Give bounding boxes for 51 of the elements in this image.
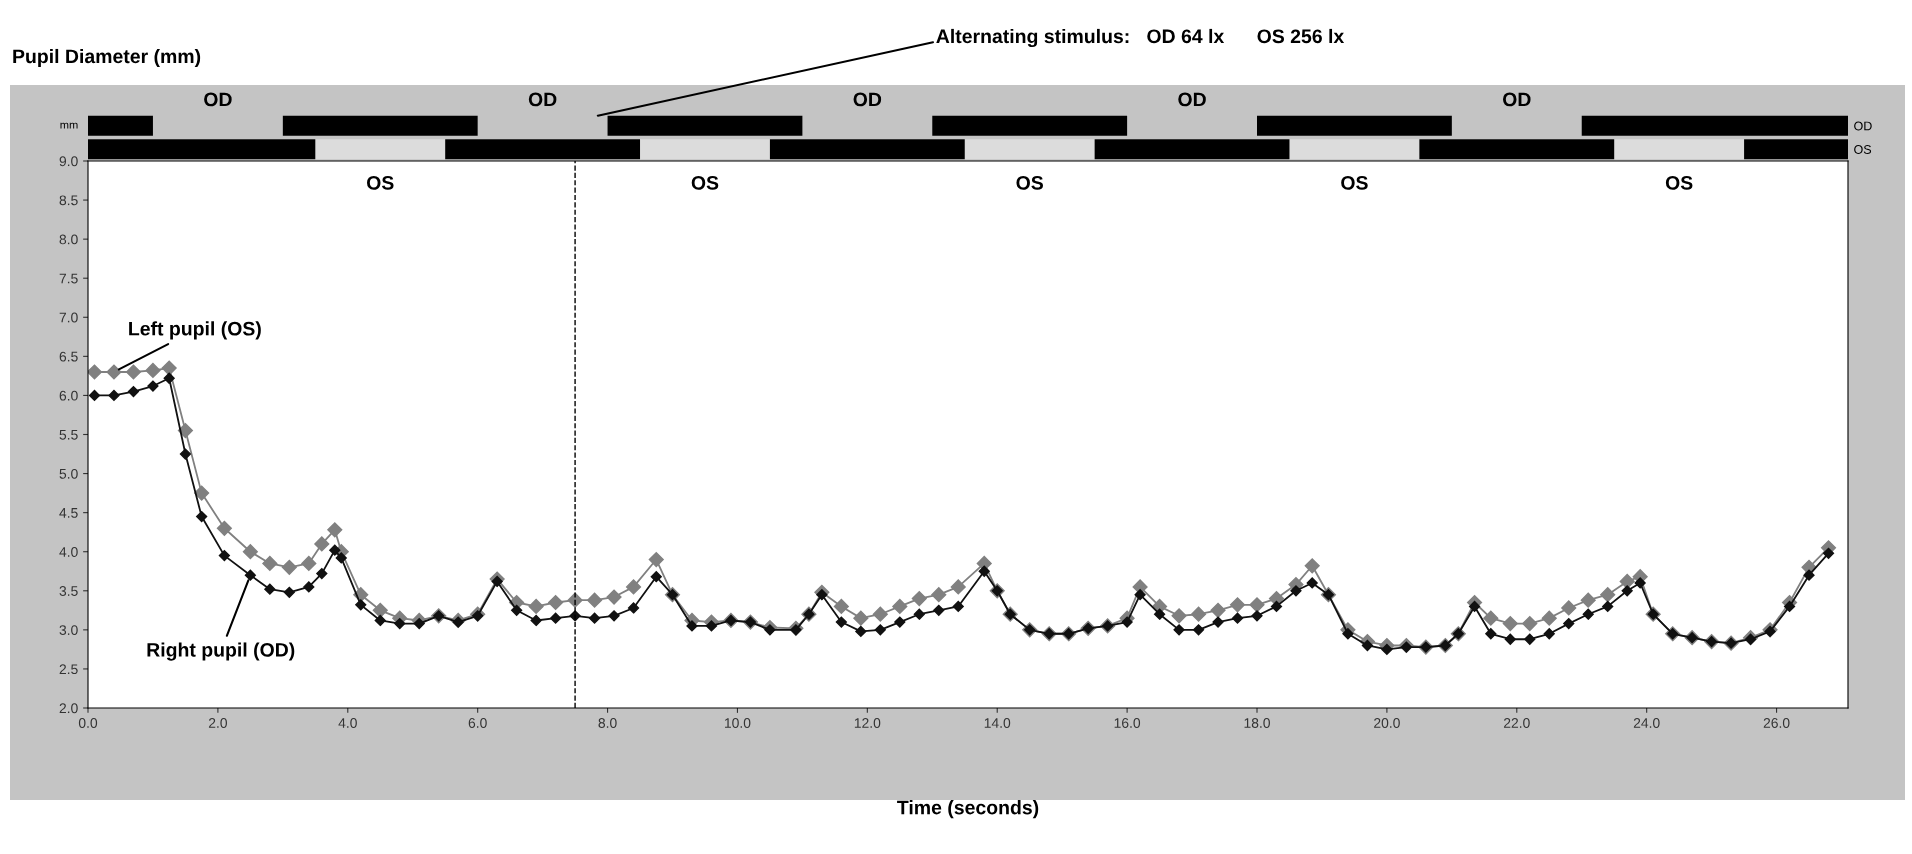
bar [932, 115, 1128, 136]
bar [1257, 115, 1452, 136]
x-axis-title: Time (seconds) [897, 800, 1039, 819]
x-tick-label: 14.0 [984, 718, 1011, 728]
x-tick-label: 4.0 [338, 718, 357, 728]
x-tick-label: 12.0 [854, 718, 881, 728]
text: OD [528, 92, 557, 107]
y-tick-label: 8.5 [59, 195, 78, 206]
text: OD [853, 92, 882, 107]
x-tick-label: 24.0 [1633, 718, 1660, 728]
y-tick-label: 6.0 [59, 390, 78, 401]
x-tick-label: 8.0 [598, 718, 617, 728]
annotation: OS [1016, 175, 1043, 190]
y-tick-label: 6.5 [59, 351, 78, 362]
x-tick-label: 6.0 [468, 718, 487, 728]
y-tick-label: 3.0 [59, 625, 78, 636]
x-tick-label: 22.0 [1503, 718, 1530, 728]
text: OD [1178, 92, 1206, 107]
annotation: OS [1665, 175, 1693, 190]
bar [282, 115, 478, 136]
annotation: OS [1341, 175, 1368, 190]
y-axis-title: Pupil Diameter (mm) [13, 48, 201, 68]
x-tick-label: 0.0 [78, 718, 98, 728]
text: OD [1503, 92, 1531, 107]
y-tick-label: 2.5 [59, 664, 78, 675]
x-tick-label: 10.0 [724, 718, 751, 728]
y-tick-label: 5.0 [59, 468, 78, 479]
y-tick-label: 7.5 [59, 273, 78, 284]
x-tick-label: 16.0 [1114, 718, 1141, 728]
x-tick-label: 20.0 [1374, 718, 1400, 728]
annotation: OS [691, 175, 719, 190]
y-tick-label: 8.0 [59, 234, 78, 245]
bar [1581, 115, 1848, 136]
y-tick-label: 9.0 [59, 156, 78, 167]
y-tick-label: 4.5 [59, 508, 78, 518]
y-tick-label: 3.5 [59, 586, 78, 596]
text: OD [204, 92, 232, 107]
annotation: OS [367, 175, 394, 190]
bar [88, 115, 153, 136]
y-tick-label: 5.5 [59, 429, 78, 440]
text: mm [60, 122, 78, 129]
x-tick-label: 2.0 [208, 718, 227, 728]
y-tick-label: 2.0 [59, 703, 78, 714]
x-tick-label: 26.0 [1763, 718, 1790, 728]
y-tick-label: 4.0 [59, 547, 78, 557]
y-tick-label: 7.0 [59, 312, 78, 323]
text: Alternating stimulus: OD 64 lx OS 256 lx [936, 28, 1345, 48]
bar [607, 115, 803, 136]
x-tick-label: 18.0 [1244, 718, 1270, 728]
text: Right pupil (OD) [147, 642, 295, 661]
series-label: Left pupil (OS) [129, 321, 261, 340]
